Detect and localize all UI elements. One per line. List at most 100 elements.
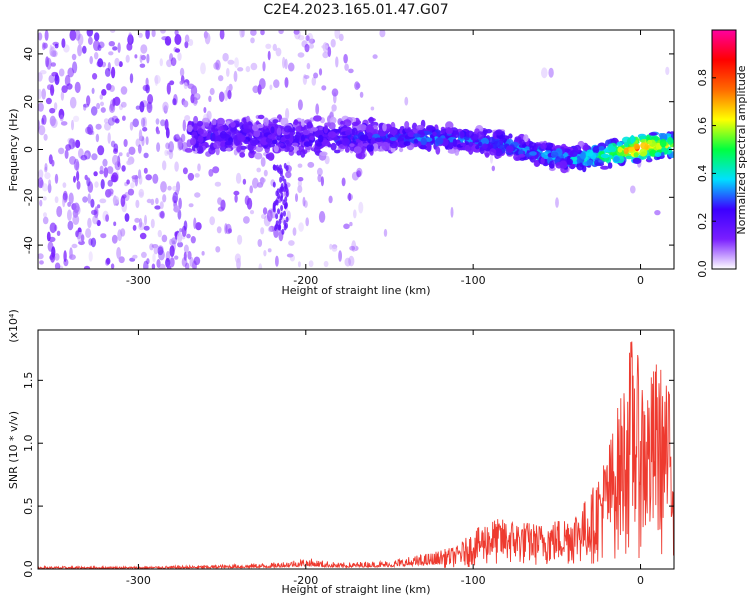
heatmap-cell [338, 250, 342, 262]
heatmap-cell [379, 30, 386, 38]
heatmap-cell [87, 124, 94, 136]
heatmap-cell [172, 185, 177, 191]
colorbar-gradient [712, 30, 736, 269]
heatmap-cell [122, 115, 126, 121]
heatmap-cell [358, 201, 364, 214]
heatmap-cell [184, 34, 190, 43]
heatmap-cell [75, 139, 81, 149]
heatmap-cell [143, 167, 148, 174]
spectrogram-x-tick-label: -300 [126, 274, 151, 287]
colorbar-tick-label: 0.6 [696, 117, 709, 135]
heatmap-cell [63, 258, 69, 267]
heatmap-cell [187, 120, 192, 127]
heatmap-cell [82, 45, 87, 54]
snr-panel: -300 -200 -100 0 0.0 0.5 1.0 1.5 Height of str… [7, 309, 675, 596]
heatmap-cell [475, 145, 480, 150]
heatmap-cell [407, 131, 416, 138]
heatmap-cell [398, 139, 405, 148]
heatmap-cell [284, 58, 288, 70]
heatmap-cell [112, 46, 118, 51]
heatmap-cell [310, 127, 318, 132]
heatmap-cell [124, 213, 130, 222]
heatmap-cell [260, 30, 265, 36]
heatmap-cell [182, 119, 186, 132]
heatmap-cell [540, 157, 545, 165]
heatmap-cell [317, 167, 323, 176]
heatmap-cell [56, 230, 61, 236]
heatmap-cell [345, 129, 351, 136]
heatmap-cell [345, 147, 350, 153]
heatmap-cell [88, 36, 93, 46]
heatmap-cell [46, 57, 52, 70]
heatmap-cell [87, 193, 91, 204]
heatmap-cell [203, 107, 207, 113]
heatmap-cell [187, 83, 195, 90]
heatmap-cell [344, 257, 352, 267]
heatmap-cell [274, 225, 277, 231]
heatmap-cell [215, 59, 221, 71]
heatmap-cell [265, 43, 272, 49]
heatmap-cell [109, 85, 115, 92]
heatmap-cell [62, 195, 66, 208]
heatmap-cell [266, 209, 273, 222]
heatmap-cell [639, 148, 648, 157]
heatmap-cell [104, 122, 111, 131]
heatmap-cell [217, 197, 223, 205]
heatmap-cell [118, 61, 123, 68]
heatmap-cell [140, 117, 146, 128]
heatmap-cell [216, 226, 222, 234]
heatmap-cell [344, 63, 349, 71]
heatmap-cell [237, 135, 246, 142]
heatmap-cell [131, 175, 139, 180]
heatmap-cell [170, 57, 177, 67]
heatmap-cell [623, 147, 629, 155]
heatmap-cell [182, 167, 188, 175]
heatmap-cell [426, 126, 434, 131]
colorbar-label: Normalized spectral amplitude [735, 65, 748, 234]
heatmap-cell [447, 148, 457, 154]
heatmap-cell [197, 145, 204, 153]
heatmap-cell [42, 183, 48, 192]
heatmap-cell [90, 106, 98, 116]
heatmap-cell [592, 145, 600, 154]
heatmap-cell [145, 174, 152, 181]
heatmap-cell [109, 103, 116, 114]
heatmap-cell [351, 240, 357, 253]
heatmap-cell [51, 46, 55, 51]
heatmap-cell [172, 98, 177, 106]
heatmap-cell [529, 151, 537, 156]
heatmap-cell [160, 30, 166, 34]
heatmap-cell [292, 227, 297, 236]
heatmap-cell [48, 179, 52, 187]
heatmap-cell [106, 257, 111, 265]
heatmap-cell [108, 51, 114, 56]
heatmap-cell [139, 63, 146, 68]
heatmap-cell [630, 185, 636, 194]
heatmap-cell [397, 137, 405, 142]
heatmap-cell [111, 234, 118, 244]
heatmap-cell [347, 193, 353, 201]
heatmap-cell [120, 86, 128, 95]
heatmap-cell [174, 231, 178, 237]
heatmap-cell [38, 32, 43, 41]
spectrogram-y-tick-label: 0 [22, 146, 35, 153]
heatmap-cell [95, 133, 100, 143]
heatmap-cell [331, 246, 338, 252]
heatmap-cell [91, 153, 98, 161]
heatmap-cell [297, 261, 301, 268]
snr-y-tick-label: 0.5 [22, 497, 35, 514]
heatmap-cell [49, 44, 53, 56]
heatmap-cell [277, 208, 280, 215]
heatmap-cell [127, 188, 135, 196]
heatmap-cell [298, 222, 304, 232]
heatmap-cell [286, 145, 295, 152]
heatmap-cell [166, 82, 171, 95]
heatmap-cell [272, 139, 278, 145]
heatmap-cell [91, 87, 95, 94]
heatmap-cell [194, 93, 200, 99]
spectrogram-y-label: Frequency (Hz) [7, 109, 20, 192]
heatmap-cell [281, 228, 285, 235]
heatmap-cell [284, 196, 288, 203]
heatmap-cell [219, 30, 225, 40]
heatmap-cell [169, 238, 174, 246]
